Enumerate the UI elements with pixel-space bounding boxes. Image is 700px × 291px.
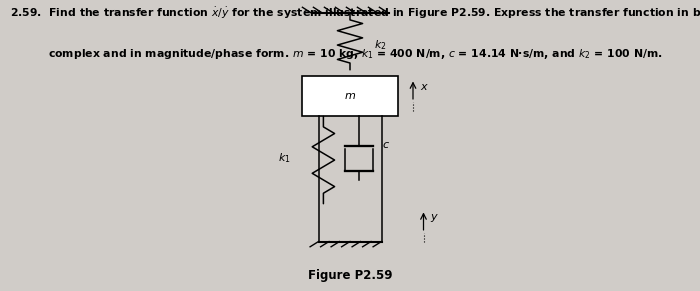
Text: $m$: $m$ [344, 91, 356, 101]
Text: $c$: $c$ [382, 141, 389, 150]
Text: $x$: $x$ [420, 82, 429, 92]
Text: $k_1$: $k_1$ [278, 152, 290, 166]
Text: 2.59.  Find the transfer function $\dot{x}/\dot{y}$ for the system illustrated i: 2.59. Find the transfer function $\dot{x… [10, 6, 700, 21]
Text: Figure P2.59: Figure P2.59 [308, 269, 392, 282]
Text: complex and in magnitude/phase form. $m$ = 10 kg, $k_1$ = 400 N/m, $c$ = 14.14 N: complex and in magnitude/phase form. $m$… [48, 47, 662, 61]
Bar [302, 76, 398, 116]
Text: $y$: $y$ [430, 212, 440, 224]
Text: $k_2$: $k_2$ [374, 38, 387, 52]
